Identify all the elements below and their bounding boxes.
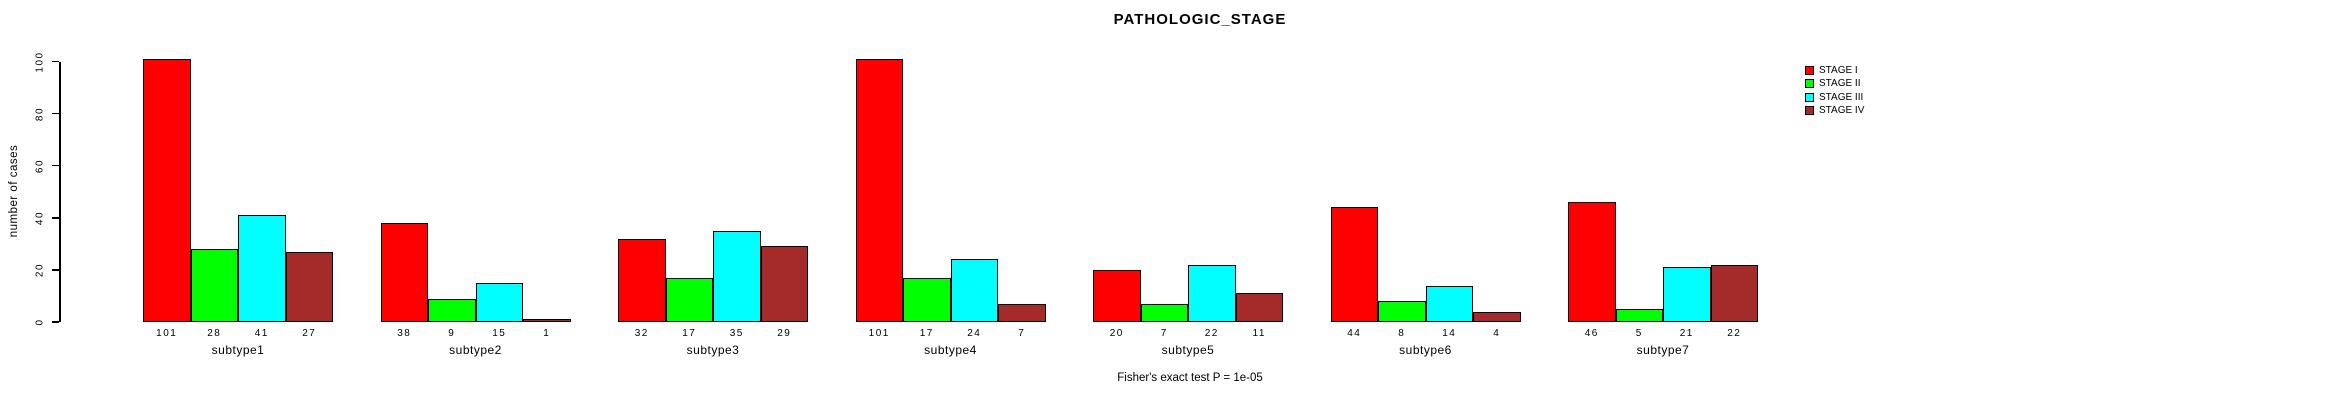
- bar-stage-iii-subtype7: [1663, 267, 1711, 322]
- bar-value-label: 17: [682, 328, 697, 339]
- y-tick-label: 0: [34, 318, 46, 326]
- bar-stage-ii-subtype1: [190, 249, 238, 322]
- bar-stage-i-subtype1: [143, 58, 191, 322]
- legend-swatch: [1805, 92, 1814, 102]
- legend-label: STAGE IV: [1819, 105, 1865, 117]
- bar-value-label: 29: [777, 328, 792, 339]
- bar-value-label: 41: [254, 328, 269, 339]
- y-tick-label: 40: [34, 210, 46, 225]
- legend-swatch: [1805, 106, 1814, 116]
- bar-value-label: 27: [302, 328, 317, 339]
- bar-value-label: 1: [543, 328, 551, 339]
- bar-value-label: 22: [1204, 328, 1219, 339]
- legend: STAGE I STAGE II STAGE III STAGE IV: [1805, 64, 1864, 117]
- bar-value-label: 4: [1493, 328, 1501, 339]
- category-label-subtype6: subtype6: [1399, 343, 1452, 357]
- bar-stage-i-subtype7: [1568, 202, 1616, 322]
- legend-swatch: [1805, 66, 1814, 76]
- bar-stage-iv-subtype7: [1710, 264, 1758, 322]
- bar-value-label: 35: [729, 328, 744, 339]
- legend-label: STAGE III: [1819, 91, 1864, 103]
- y-tick-mark: [52, 60, 59, 63]
- legend-item: STAGE III: [1805, 91, 1864, 104]
- bar-stage-i-subtype3: [618, 238, 666, 322]
- bar-value-label: 38: [397, 328, 412, 339]
- legend-item: STAGE I: [1805, 64, 1864, 77]
- bar-stage-ii-subtype2: [428, 298, 476, 322]
- bar-stage-ii-subtype4: [903, 277, 951, 322]
- bar-stage-iv-subtype6: [1473, 311, 1521, 322]
- bar-value-label: 9: [448, 328, 456, 339]
- legend-item: STAGE IV: [1805, 104, 1864, 117]
- bar-stage-iii-subtype2: [475, 282, 523, 322]
- legend-label: STAGE II: [1819, 78, 1861, 90]
- bar-stage-iv-subtype2: [523, 319, 571, 322]
- bar-value-label: 44: [1347, 328, 1362, 339]
- bar-stage-ii-subtype6: [1378, 301, 1426, 322]
- y-tick-mark: [52, 269, 59, 271]
- y-tick-label: 100: [34, 50, 46, 73]
- fishers-test-annotation: Fisher's exact test P = 1e-05: [1117, 372, 1263, 384]
- bar-stage-i-subtype5: [1093, 269, 1141, 322]
- legend-swatch: [1805, 79, 1814, 89]
- bar-value-label: 24: [967, 328, 982, 339]
- bar-stage-iii-subtype3: [713, 230, 761, 322]
- bar-value-label: 17: [919, 328, 934, 339]
- bar-value-label: 7: [1018, 328, 1026, 339]
- bar-value-label: 21: [1679, 328, 1694, 339]
- bar-value-label: 28: [207, 328, 222, 339]
- bar-stage-iii-subtype4: [950, 259, 998, 322]
- legend-item: STAGE II: [1805, 77, 1864, 90]
- bar-value-label: 15: [492, 328, 507, 339]
- category-label-subtype2: subtype2: [449, 343, 502, 357]
- bar-value-label: 8: [1398, 328, 1406, 339]
- y-tick-label: 80: [34, 106, 46, 121]
- y-tick-label: 20: [34, 262, 46, 277]
- y-axis-line: [59, 61, 61, 322]
- bar-value-label: 20: [1109, 328, 1124, 339]
- bar-stage-i-subtype2: [380, 223, 428, 322]
- bar-stage-iii-subtype1: [238, 215, 286, 322]
- y-tick-mark: [52, 217, 59, 219]
- legend-label: STAGE I: [1819, 65, 1858, 77]
- bar-stage-iii-subtype5: [1188, 264, 1236, 322]
- bar-value-label: 22: [1727, 328, 1742, 339]
- bar-stage-ii-subtype7: [1615, 308, 1663, 322]
- bar-value-label: 101: [156, 328, 178, 339]
- chart-title: PATHOLOGIC_STAGE: [1113, 11, 1287, 28]
- bar-stage-iv-subtype1: [285, 251, 333, 322]
- category-label-subtype3: subtype3: [686, 343, 740, 357]
- bar-stage-ii-subtype5: [1140, 303, 1188, 322]
- category-label-subtype5: subtype5: [1161, 343, 1215, 357]
- bar-value-label: 101: [868, 328, 890, 339]
- category-label-subtype1: subtype1: [211, 343, 265, 357]
- y-tick-mark: [52, 321, 59, 323]
- bar-stage-iv-subtype3: [760, 246, 808, 322]
- y-tick-mark: [52, 112, 59, 115]
- y-tick-mark: [52, 164, 59, 167]
- bar-value-label: 7: [1160, 328, 1168, 339]
- bar-stage-i-subtype6: [1330, 207, 1378, 322]
- category-label-subtype7: subtype7: [1636, 343, 1690, 357]
- bar-value-label: 46: [1584, 328, 1599, 339]
- category-label-subtype4: subtype4: [924, 343, 977, 357]
- bar-stage-iii-subtype6: [1425, 285, 1473, 322]
- bar-value-label: 11: [1252, 328, 1266, 339]
- bar-stage-ii-subtype3: [665, 277, 713, 322]
- bar-value-label: 32: [634, 328, 649, 339]
- bar-value-label: 14: [1442, 328, 1457, 339]
- y-tick-label: 60: [34, 158, 46, 173]
- y-axis-label: number of cases: [8, 144, 20, 238]
- bar-stage-i-subtype4: [855, 58, 903, 322]
- bar-stage-iv-subtype4: [998, 303, 1046, 322]
- bar-stage-iv-subtype5: [1235, 293, 1283, 322]
- bar-value-label: 5: [1635, 328, 1643, 339]
